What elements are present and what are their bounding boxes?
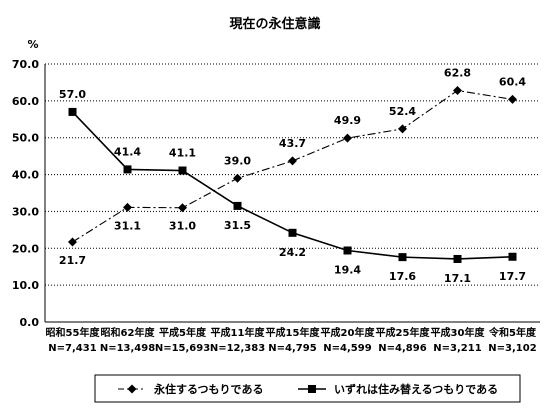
x-tick-label: 令和5年度 bbox=[488, 326, 537, 339]
x-tick-label: 昭和62年度 bbox=[101, 326, 156, 339]
x-tick-label: 平成15年度 bbox=[266, 326, 321, 339]
x-tick-sample-size: N=3,102 bbox=[488, 343, 536, 354]
y-tick-label: 0.0 bbox=[20, 316, 40, 329]
x-tick-sample-size: N=12,383 bbox=[210, 343, 265, 354]
x-tick-sample-size: N=4,896 bbox=[378, 343, 426, 354]
series bbox=[68, 86, 517, 263]
x-tick-sample-size: N=4,795 bbox=[268, 343, 316, 354]
data-label: 19.4 bbox=[334, 263, 361, 276]
data-label: 41.4 bbox=[114, 145, 141, 158]
data-label: 17.6 bbox=[389, 270, 416, 283]
legend-marker bbox=[127, 384, 137, 394]
y-tick-label: 10.0 bbox=[12, 279, 39, 292]
data-label: 62.8 bbox=[444, 67, 471, 80]
data-point bbox=[453, 254, 462, 263]
y-tick-label: 70.0 bbox=[12, 58, 39, 71]
data-label: 31.1 bbox=[114, 219, 141, 232]
data-point bbox=[508, 94, 517, 104]
data-label: 52.4 bbox=[389, 105, 416, 118]
data-point bbox=[343, 133, 352, 143]
data-label: 49.9 bbox=[334, 114, 361, 127]
x-tick-label: 平成5年度 bbox=[159, 326, 207, 339]
data-label: 39.0 bbox=[224, 154, 251, 167]
data-point bbox=[233, 173, 242, 183]
data-point bbox=[123, 202, 132, 212]
data-point bbox=[178, 166, 187, 175]
y-tick-label: 20.0 bbox=[12, 242, 39, 255]
x-tick-label: 平成30年度 bbox=[431, 326, 486, 339]
x-tick-label: 平成25年度 bbox=[376, 326, 431, 339]
x-tick-sample-size: N=15,693 bbox=[155, 343, 210, 354]
data-label: 43.7 bbox=[279, 137, 306, 150]
series-line bbox=[71, 111, 513, 260]
data-point bbox=[398, 124, 407, 134]
data-label: 24.2 bbox=[279, 246, 306, 259]
data-labels: 21.7 31.1 31.0 39.0 43.7 49.9 52.4 62.8 60.4 57.0… bbox=[59, 67, 526, 285]
legend-label: 永住するつもりである bbox=[153, 382, 263, 396]
data-label: 60.4 bbox=[499, 75, 526, 88]
y-tick-label: 30.0 bbox=[12, 205, 39, 218]
data-point bbox=[123, 165, 132, 174]
data-label: 57.0 bbox=[59, 88, 86, 101]
legend: 永住するつもりである いずれは住み替えるつもりである bbox=[94, 374, 521, 403]
data-label: 17.7 bbox=[499, 270, 526, 283]
y-axis-unit: % bbox=[27, 38, 38, 51]
data-label: 41.1 bbox=[169, 147, 196, 160]
chart-title: 現在の永住意識 bbox=[229, 16, 320, 32]
data-label: 21.7 bbox=[59, 254, 86, 267]
data-point bbox=[288, 156, 297, 166]
data-point bbox=[288, 228, 297, 237]
data-point bbox=[178, 203, 187, 213]
legend-label: いずれは住み替えるつもりである bbox=[334, 382, 498, 396]
data-point bbox=[68, 237, 77, 247]
x-tick-sample-size: N=3,211 bbox=[433, 343, 481, 354]
x-tick-label: 昭和55年度 bbox=[46, 326, 101, 339]
legend-marker bbox=[308, 385, 316, 393]
y-tick-label: 50.0 bbox=[12, 132, 39, 145]
data-point bbox=[453, 86, 462, 96]
x-tick-label: 平成11年度 bbox=[211, 326, 266, 339]
data-point bbox=[508, 252, 517, 261]
x-tick-labels: 昭和55年度 N=7,431 昭和62年度 N=13,498 平成5年度 N=15,693… bbox=[46, 326, 537, 354]
data-point bbox=[68, 107, 77, 116]
data-point bbox=[343, 246, 352, 255]
axes: 0.0 10.0 20.0 30.0 40.0 50.0 60.0 70.0 bbox=[12, 58, 540, 329]
data-label: 17.1 bbox=[444, 272, 471, 285]
data-label: 31.5 bbox=[224, 219, 251, 232]
data-point bbox=[233, 201, 242, 210]
x-tick-sample-size: N=13,498 bbox=[100, 343, 155, 354]
y-tick-label: 60.0 bbox=[12, 95, 39, 108]
x-tick-sample-size: N=7,431 bbox=[48, 343, 96, 354]
data-point bbox=[398, 253, 407, 262]
x-tick-label: 平成20年度 bbox=[321, 326, 376, 339]
x-tick-sample-size: N=4,599 bbox=[323, 343, 371, 354]
data-label: 31.0 bbox=[169, 220, 196, 233]
y-tick-label: 40.0 bbox=[12, 169, 39, 182]
